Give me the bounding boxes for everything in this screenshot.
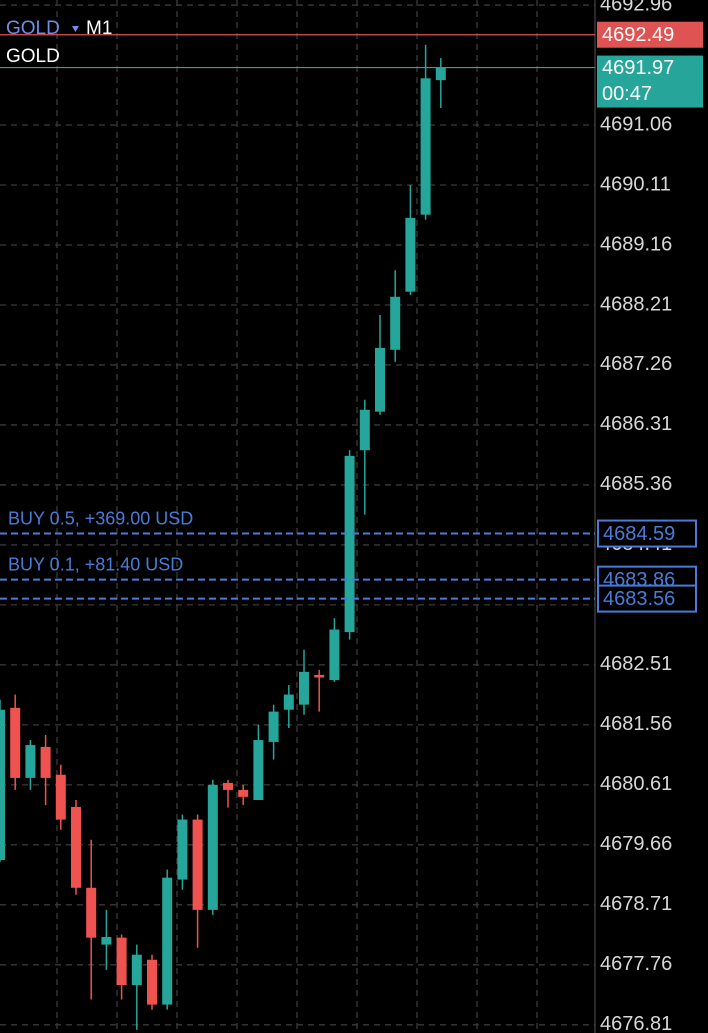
bid-price: 4691.97: [602, 57, 674, 79]
candle-body: [0, 709, 5, 860]
bid-box: [597, 55, 703, 108]
y-tick-label: 4678.71: [600, 893, 672, 915]
candle-body: [86, 887, 97, 938]
candle-body: [359, 409, 370, 451]
y-tick-label: 4677.76: [600, 953, 672, 975]
y-tick-label: 4685.36: [600, 473, 672, 495]
candle-body: [314, 674, 325, 678]
candle-body: [435, 67, 446, 81]
candle-body: [420, 78, 431, 215]
ask-price: 4692.49: [602, 24, 674, 46]
candle-body: [329, 629, 340, 681]
candle-body: [268, 711, 279, 742]
vertical-grid: [56, 0, 538, 1033]
candle-body: [207, 784, 218, 910]
y-tick-label: 4686.31: [600, 413, 672, 435]
timeframe[interactable]: M1: [86, 18, 112, 39]
candle-body: [71, 806, 81, 888]
candle-body: [253, 740, 264, 801]
y-tick-label: 4688.21: [600, 293, 672, 315]
candle-body: [116, 937, 127, 986]
candle-body: [299, 671, 309, 705]
y-tick-label: 4687.26: [600, 353, 672, 375]
candle-body: [192, 819, 203, 910]
ask-box: [597, 21, 703, 48]
candle-body: [177, 819, 188, 880]
y-tick-label: 4689.16: [600, 233, 672, 255]
candle-body: [55, 774, 66, 820]
candle-body: [283, 694, 294, 710]
candle-body: [390, 296, 401, 350]
candle-body: [147, 959, 157, 1005]
subtitle: GOLD: [6, 46, 60, 67]
position-price: 4683.56: [603, 588, 675, 610]
candle-body: [25, 745, 36, 778]
candle-body: [375, 347, 385, 412]
position-price-box: [597, 584, 697, 613]
position-price: 4684.59: [603, 523, 675, 545]
position-price-box: [597, 519, 697, 548]
y-tick-label: 4679.66: [600, 833, 672, 855]
y-tick-label: 4682.51: [600, 653, 672, 675]
candle-body: [405, 217, 416, 292]
position-label: BUY 0.5, +369.00 USD: [8, 508, 193, 528]
y-tick-label: 4680.61: [600, 773, 672, 795]
candle-body: [344, 455, 355, 633]
candle-body: [238, 789, 249, 797]
candle-body: [162, 877, 173, 1005]
dropdown-arrow[interactable]: [72, 26, 79, 32]
symbol[interactable]: GOLD: [6, 18, 60, 39]
candle-body: [101, 937, 112, 945]
candle-body: [131, 954, 142, 986]
y-tick-label: 4691.06: [600, 113, 672, 135]
position-label: BUY 0.1, +81.40 USD: [8, 554, 183, 574]
candle-body: [10, 707, 21, 778]
y-tick-label: 4692.96: [600, 0, 672, 15]
y-tick-label: 4690.11: [600, 173, 671, 195]
y-tick-label: 4676.81: [600, 1013, 672, 1033]
y-tick-label: 4681.56: [600, 713, 672, 735]
bid-timer: 00:47: [602, 83, 652, 105]
candle-body: [40, 746, 51, 778]
candle-body: [223, 782, 233, 790]
